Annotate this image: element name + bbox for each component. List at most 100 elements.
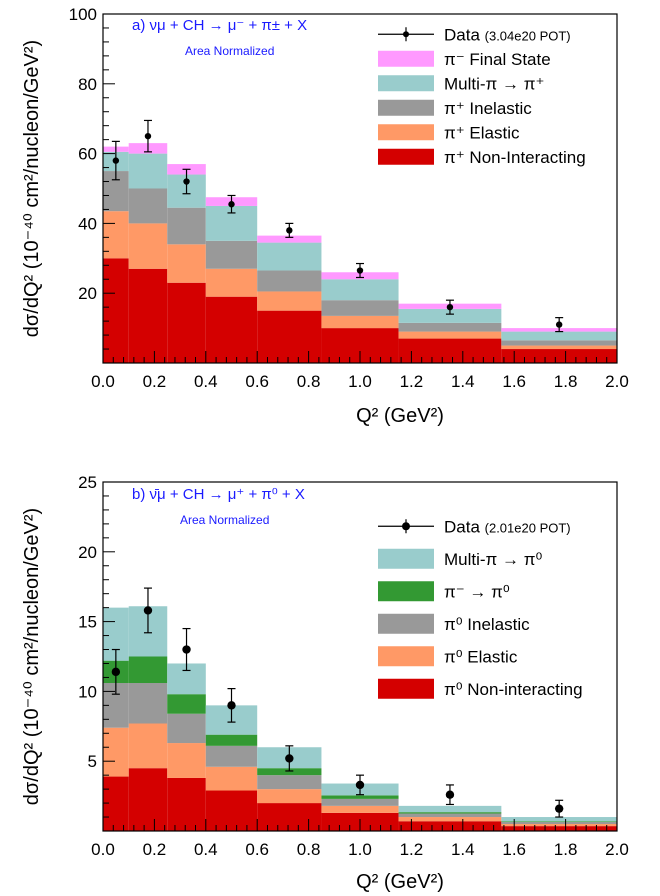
legend-label: π⁻ Final State bbox=[444, 50, 551, 69]
bar-non_interacting-bin-0 bbox=[103, 258, 129, 363]
chart-title: b) ν̄μ + CH → μ⁺ + π⁰ + X bbox=[132, 486, 305, 503]
data-point bbox=[555, 321, 563, 328]
chart-subtitle: Area Normalized bbox=[180, 513, 269, 527]
x-tick-label: 0.4 bbox=[194, 372, 218, 391]
bar-inelastic-bin-4 bbox=[257, 270, 322, 292]
data-point bbox=[111, 667, 121, 677]
legend-swatch bbox=[378, 613, 434, 634]
bar-elastic-bin-1 bbox=[128, 723, 168, 769]
bar-non_interacting-bin-6 bbox=[398, 821, 502, 831]
x-tick-label: 0.4 bbox=[194, 840, 218, 859]
bar-inelastic-bin-7 bbox=[501, 340, 617, 346]
bar-pion_minus_to_pi0-bin-5 bbox=[321, 795, 399, 799]
x-tick-label: 1.4 bbox=[451, 840, 475, 859]
bar-multi_pi-bin-7 bbox=[501, 817, 617, 822]
x-tick-label: 0.0 bbox=[91, 372, 115, 391]
bar-multi_pi-bin-6 bbox=[398, 308, 502, 323]
chart-panel-b: 0.0 0.2 0.4 0.6 0.8 1.0 1.2 1.4 1.6 1.8 2.0 5 10 15 20… bbox=[21, 473, 629, 893]
bar-non_interacting-bin-7 bbox=[501, 826, 617, 831]
legend-swatch bbox=[378, 148, 434, 165]
bar-non_interacting-bin-2 bbox=[167, 282, 206, 363]
bar-inelastic-bin-6 bbox=[398, 813, 502, 818]
x-tick-label: 0.6 bbox=[245, 372, 269, 391]
data-point bbox=[356, 267, 364, 274]
legend-swatch bbox=[378, 124, 434, 141]
legend-label: π⁻ → π⁰ bbox=[444, 582, 510, 601]
y-tick-label: 5 bbox=[88, 752, 97, 771]
y-tick-label: 15 bbox=[78, 613, 97, 632]
bar-non_interacting-bin-1 bbox=[128, 268, 168, 363]
bar-pion_minus_to_pi0-bin-6 bbox=[398, 812, 502, 814]
y-tick-label: 10 bbox=[78, 682, 97, 701]
data-point bbox=[285, 754, 294, 763]
x-tick-label: 2.0 bbox=[605, 372, 629, 391]
bar-pion_minus_to_pi0-bin-1 bbox=[128, 656, 168, 684]
legend-label: Multi-π → π⁺ bbox=[444, 74, 544, 93]
x-tick-label: 0.8 bbox=[297, 372, 321, 391]
data-point bbox=[182, 645, 191, 654]
bar-inelastic-bin-7 bbox=[501, 821, 617, 825]
bar-multi_pi-bin-6 bbox=[398, 805, 502, 813]
bar-elastic-bin-3 bbox=[205, 766, 258, 791]
x-tick-label: 1.2 bbox=[400, 372, 424, 391]
bar-elastic-bin-2 bbox=[167, 743, 206, 778]
bar-elastic-bin-7 bbox=[501, 824, 617, 827]
data-point bbox=[446, 303, 454, 311]
x-tick-label: 0.2 bbox=[143, 372, 167, 391]
data-point bbox=[183, 178, 190, 185]
bar-elastic-bin-1 bbox=[128, 223, 168, 269]
y-tick-label: 100 bbox=[69, 5, 97, 24]
x-tick-label: 0.6 bbox=[245, 840, 269, 859]
legend-label-data: Data (3.04e20 POT) bbox=[444, 25, 571, 44]
x-tick-label: 1.0 bbox=[348, 372, 372, 391]
x-tick-label: 1.0 bbox=[348, 840, 372, 859]
legend-label: Multi-π → π⁰ bbox=[444, 550, 542, 569]
x-tick-label: 1.2 bbox=[400, 840, 424, 859]
y-tick-label: 60 bbox=[78, 145, 97, 164]
x-tick-label: 1.8 bbox=[554, 840, 578, 859]
y-tick-label: 20 bbox=[78, 543, 97, 562]
bar-pion_minus_to_pi0-bin-4 bbox=[257, 768, 322, 776]
bar-inelastic-bin-4 bbox=[257, 775, 322, 790]
x-tick-label: 0.2 bbox=[143, 840, 167, 859]
bar-inelastic-bin-2 bbox=[167, 713, 206, 744]
legend-swatch bbox=[378, 548, 434, 569]
legend-swatch bbox=[378, 646, 434, 667]
legend-label-data: Data (2.01e20 POT) bbox=[444, 517, 571, 536]
bar-non_interacting-bin-1 bbox=[128, 768, 168, 831]
y-axis-label: dσ/dQ² (10⁻⁴⁰ cm²/nucleon/GeV²) bbox=[21, 508, 43, 805]
legend-label: π⁰ Non-interacting bbox=[444, 680, 583, 699]
bar-multi_pi-bin-7 bbox=[501, 331, 617, 341]
data-point bbox=[144, 132, 152, 140]
bar-pion_minus_to_pi0-bin-7 bbox=[501, 821, 617, 822]
data-point bbox=[286, 227, 293, 234]
bar-inelastic-bin-3 bbox=[205, 240, 258, 269]
legend-swatch bbox=[378, 50, 434, 67]
y-tick-label: 20 bbox=[78, 284, 97, 303]
legend-swatch bbox=[378, 99, 434, 116]
bar-inelastic-bin-5 bbox=[321, 798, 399, 806]
y-tick-label: 40 bbox=[78, 214, 97, 233]
bar-non_interacting-bin-3 bbox=[205, 296, 258, 363]
x-tick-label: 1.4 bbox=[451, 372, 475, 391]
legend-label: π⁰ Inelastic bbox=[444, 615, 530, 634]
bar-elastic-bin-4 bbox=[257, 291, 322, 311]
legend-swatch bbox=[378, 581, 434, 602]
bar-elastic-bin-3 bbox=[205, 268, 258, 297]
bar-multi_pi-bin-5 bbox=[321, 279, 399, 301]
bar-non_interacting-bin-7 bbox=[501, 349, 617, 363]
chart-panel-a: 0.0 0.2 0.4 0.6 0.8 1.0 1.2 1.4 1.6 1.8 2.0 20 40 60 8… bbox=[21, 5, 629, 427]
legend-label: π⁺ Elastic bbox=[444, 123, 520, 142]
bar-inelastic-bin-1 bbox=[128, 188, 168, 224]
bar-multi_pi-bin-1 bbox=[128, 153, 168, 189]
bar-elastic-bin-6 bbox=[398, 331, 502, 339]
bar-elastic-bin-0 bbox=[103, 727, 129, 777]
data-point bbox=[112, 157, 120, 164]
chart-subtitle: Area Normalized bbox=[185, 44, 274, 58]
data-point bbox=[445, 790, 455, 799]
bar-elastic-bin-5 bbox=[321, 315, 399, 329]
bar-elastic-bin-5 bbox=[321, 805, 399, 813]
legend-label: π⁺ Non-Interacting bbox=[444, 148, 586, 167]
data-point bbox=[554, 804, 564, 813]
